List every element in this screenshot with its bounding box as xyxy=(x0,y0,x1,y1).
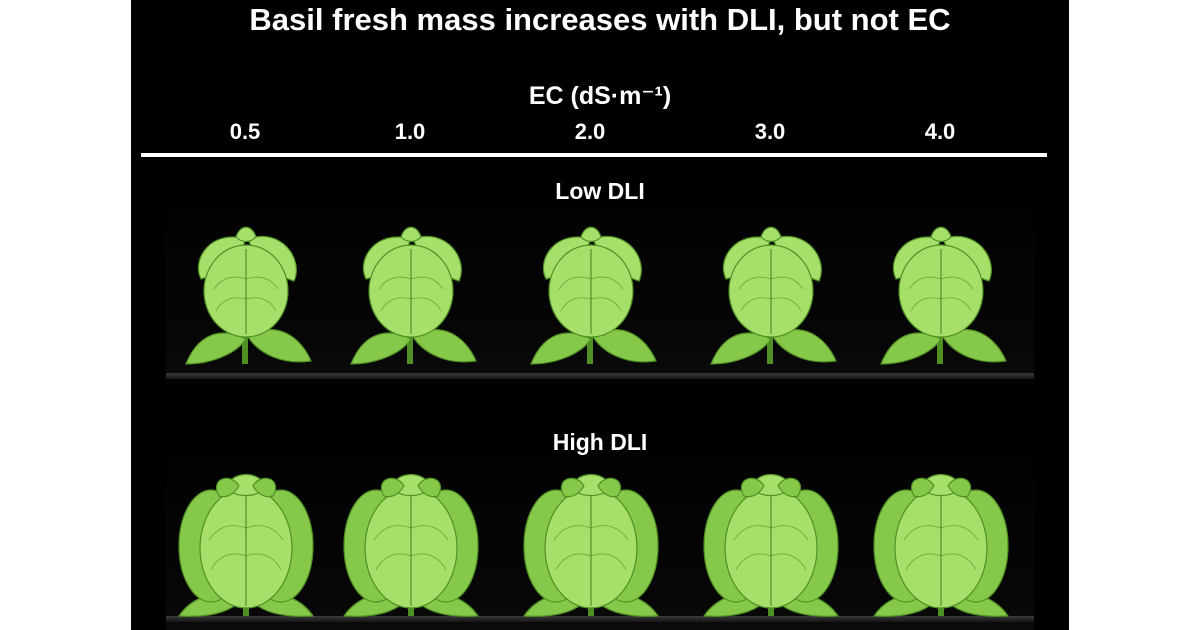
high-dli-basil-plant-2 xyxy=(342,474,480,617)
ec-value-4-0: 4.0 xyxy=(924,119,956,144)
ec-axis-label: EC (dS·m⁻¹) xyxy=(528,82,672,110)
high-dli-photo-row xyxy=(166,458,1034,630)
ec-value-3-0: 3.0 xyxy=(754,119,786,144)
high-dli-basil-plant-1 xyxy=(177,474,315,617)
low-dli-label: Low DLI xyxy=(555,178,645,204)
header-divider xyxy=(141,153,1047,157)
low-dli-basil-plant-5 xyxy=(880,226,1007,365)
figure-title: Basil fresh mass increases with DLI, but… xyxy=(249,2,951,37)
low-dli-basil-plant-1 xyxy=(185,226,312,365)
ec-value-0-5: 0.5 xyxy=(229,119,261,144)
high-dli-basil-plant-3 xyxy=(522,474,660,617)
ec-value-2-0: 2.0 xyxy=(574,119,606,144)
photo-panel: Basil fresh mass increases with DLI, but… xyxy=(131,0,1069,630)
shelf-edge xyxy=(166,616,1034,622)
low-dli-basil-plant-3 xyxy=(530,226,657,365)
low-dli-basil-plant-4 xyxy=(710,226,837,365)
ec-value-1-0: 1.0 xyxy=(394,119,426,144)
low-dli-photo-row xyxy=(166,205,1034,379)
shelf-edge xyxy=(166,373,1034,379)
low-dli-basil-plant-2 xyxy=(350,226,477,365)
high-dli-basil-plant-4 xyxy=(702,474,840,617)
high-dli-label: High DLI xyxy=(552,429,648,455)
high-dli-basil-plant-5 xyxy=(872,474,1010,617)
